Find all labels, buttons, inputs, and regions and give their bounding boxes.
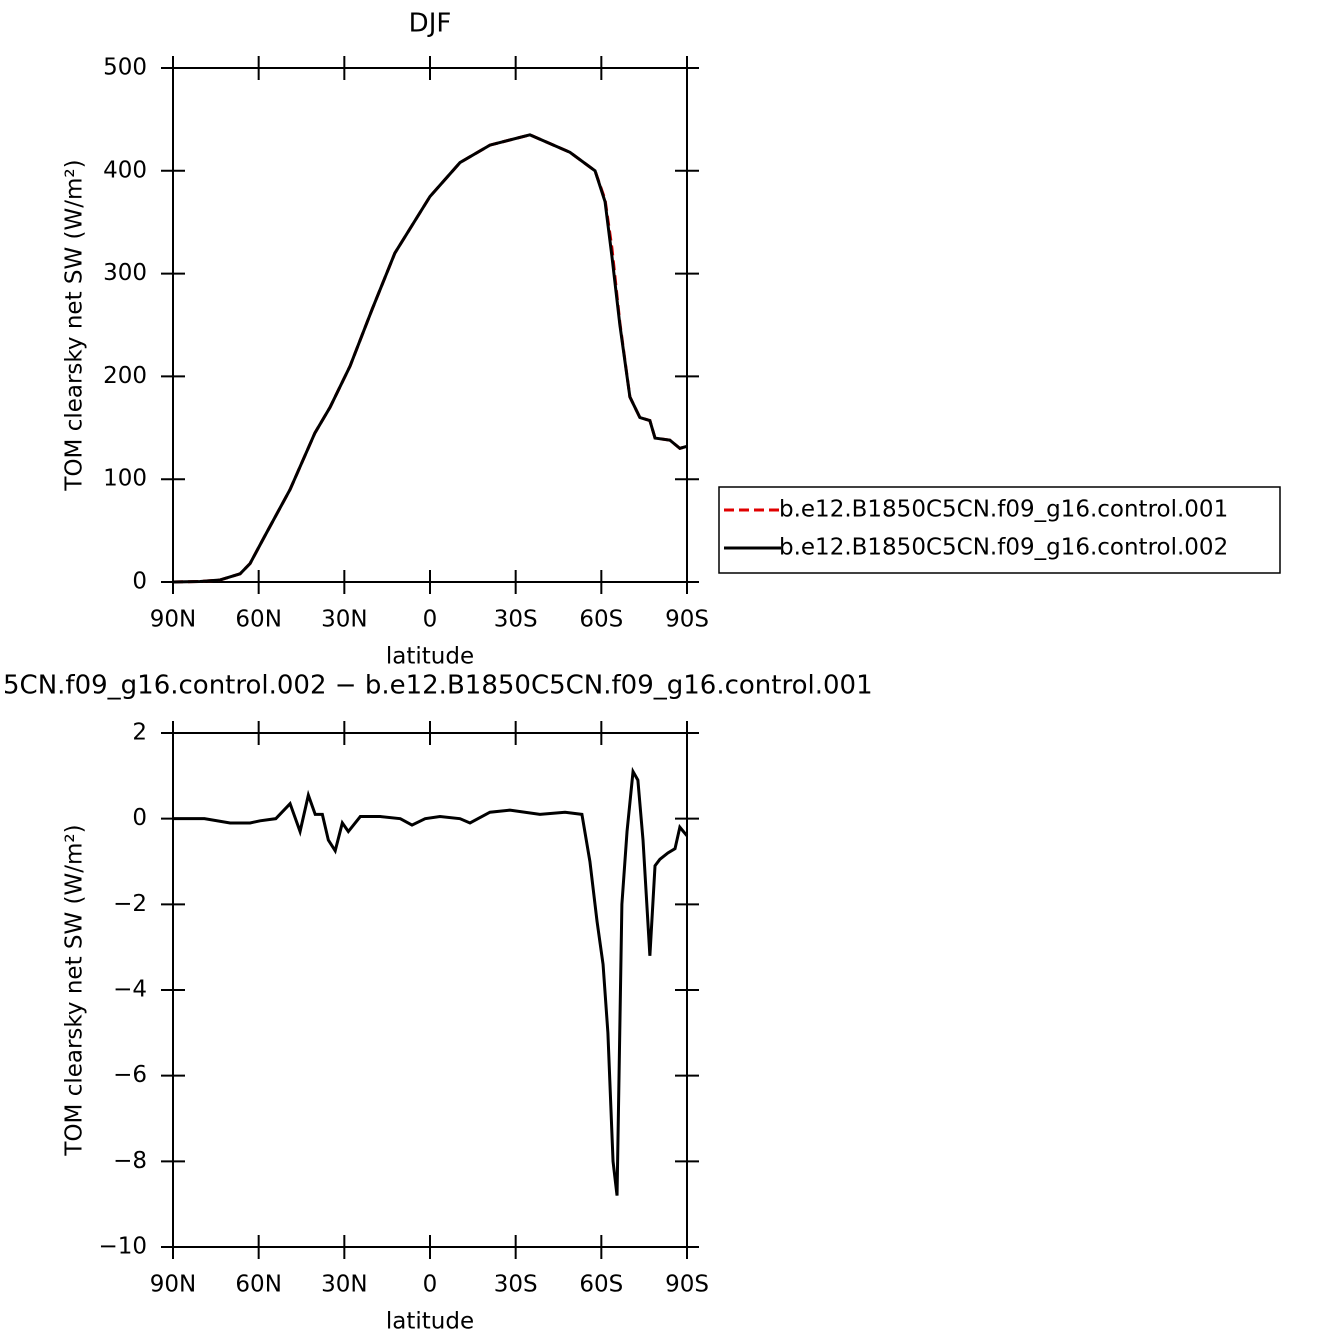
x-tick-label: 60N [235, 607, 281, 633]
x-tick-label: 90N [150, 607, 196, 633]
y-tick-label: −2 [113, 891, 147, 917]
x-axis-label: latitude [386, 1309, 474, 1335]
y-axis-label: TOM clearsky net SW (W/m²) [62, 824, 88, 1156]
x-tick-label: 0 [423, 1272, 438, 1298]
y-tick-label: −4 [113, 977, 147, 1003]
x-tick-label: 90S [665, 1272, 709, 1298]
y-tick-label: 200 [103, 363, 147, 389]
y-tick-label: 300 [103, 260, 147, 286]
x-tick-label: 0 [423, 607, 438, 633]
data-line [172, 133, 688, 584]
y-tick-label: 2 [132, 720, 147, 746]
y-tick-label: 500 [103, 55, 147, 81]
x-tick-label: 60S [579, 1272, 623, 1298]
plot-frame [172, 67, 688, 583]
x-tick-label: 90S [665, 607, 709, 633]
x-tick-label: 30S [494, 607, 538, 633]
legend-label: b.e12.B1850C5CN.f09_g16.control.002 [779, 535, 1228, 561]
y-tick-label: 100 [103, 466, 147, 492]
y-tick-label: 0 [132, 569, 147, 595]
chart-title: 5CN.f09_g16.control.002 − b.e12.B1850C5C… [3, 671, 873, 701]
y-tick-label: −10 [98, 1234, 147, 1260]
x-tick-label: 30N [321, 1272, 367, 1298]
y-tick-label: −8 [113, 1148, 147, 1174]
x-tick-label: 60S [579, 607, 623, 633]
x-axis-label: latitude [386, 644, 474, 670]
y-axis-label: TOM clearsky net SW (W/m²) [62, 159, 88, 491]
legend-label: b.e12.B1850C5CN.f09_g16.control.001 [779, 497, 1228, 523]
data-line [172, 133, 688, 584]
data-line [173, 766, 689, 1196]
legend-box [718, 486, 1281, 574]
y-tick-label: 0 [132, 805, 147, 831]
x-tick-label: 60N [235, 1272, 281, 1298]
x-tick-label: 30S [494, 1272, 538, 1298]
y-tick-label: −6 [113, 1062, 147, 1088]
x-tick-label: 90N [150, 1272, 196, 1298]
y-tick-label: 400 [103, 157, 147, 183]
x-tick-label: 30N [321, 607, 367, 633]
plot-frame [172, 732, 688, 1248]
chart-title: DJF [409, 9, 452, 39]
